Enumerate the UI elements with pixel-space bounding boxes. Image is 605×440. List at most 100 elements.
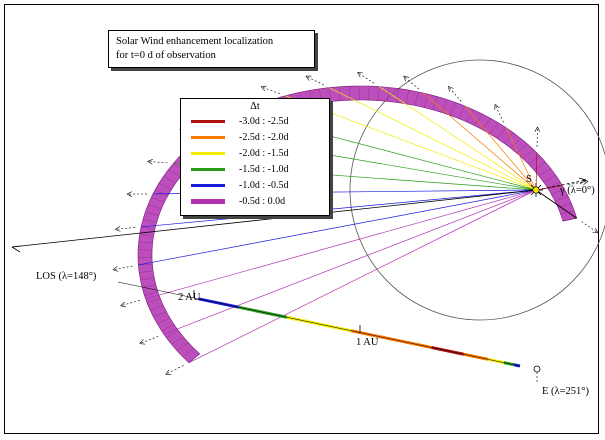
title-line-2: for t=0 d of observation — [116, 50, 216, 61]
band-hatch — [151, 197, 165, 203]
band-hatch — [405, 90, 410, 104]
band-hatch — [168, 169, 181, 178]
ray-arrowhead — [357, 72, 364, 78]
ray-arrowhead — [147, 159, 153, 165]
legend-label: -2.0d : -1.5d — [239, 148, 289, 159]
band-hatch — [368, 86, 370, 101]
band-hatch — [171, 336, 184, 345]
sun-label: S — [526, 174, 532, 185]
ray-line-boundary — [535, 189, 577, 219]
legend-swatch — [191, 184, 225, 187]
legend-label: -1.5d : -1.0d — [239, 164, 289, 175]
ray-arrowhead — [120, 301, 127, 308]
band-hatch — [387, 87, 390, 102]
figure-frame — [4, 4, 599, 434]
ray-line — [145, 189, 537, 300]
ray-line — [328, 87, 537, 191]
band-hatch — [441, 99, 448, 113]
band-hatch — [182, 348, 195, 357]
band-hatch — [510, 138, 521, 149]
band-hatch — [474, 113, 483, 126]
ray-line — [138, 189, 537, 266]
band-hatch — [141, 226, 155, 230]
band-hatch — [157, 318, 171, 325]
legend-row: -1.5d : -1.0d — [191, 162, 327, 178]
ray-line — [423, 92, 537, 191]
band-hatch — [562, 217, 577, 222]
legend-swatch — [191, 152, 225, 155]
band-hatch — [533, 162, 546, 171]
au-1-circle — [349, 59, 605, 321]
vernal-direction-line — [541, 179, 587, 190]
sun-icon — [529, 183, 543, 197]
legend: Δt -3.0d : -2.5d -2.5d : -2.0d -2.0d : -… — [180, 98, 330, 216]
band-hatch — [158, 183, 172, 190]
au-1-label: 1 AU — [356, 337, 379, 348]
ray-arrowhead — [534, 126, 541, 133]
ray-extension — [115, 227, 136, 230]
los-line — [11, 189, 537, 248]
ray-extension — [403, 75, 420, 90]
ray-arrowhead — [139, 339, 146, 345]
legend-label: -3.0d : -2.5d — [239, 116, 289, 127]
band-texture — [138, 86, 577, 363]
band-hatch — [144, 291, 158, 296]
band-hatch — [554, 196, 569, 202]
earth-label: E (λ=251°) — [542, 386, 589, 397]
ray-arrowhead — [447, 85, 454, 92]
ray-arrowhead — [115, 226, 121, 232]
ray-extension — [448, 86, 462, 102]
ray-line — [505, 127, 537, 191]
band-hatch — [496, 127, 507, 139]
ray-line — [188, 189, 537, 364]
band-hatch — [166, 330, 179, 338]
au-2-label: 2 AU — [178, 292, 201, 303]
band-hatch — [449, 102, 457, 116]
ray-arrowhead — [494, 104, 500, 110]
los-arrowhead — [11, 245, 22, 253]
band-hatch — [148, 204, 162, 210]
band-hatch — [149, 305, 164, 310]
band-hatch — [522, 149, 534, 159]
earth-marker — [533, 365, 541, 373]
band-hatch — [139, 234, 154, 237]
band-hatch — [139, 270, 154, 273]
band-hatch — [414, 91, 419, 106]
ray-extension — [568, 181, 589, 185]
vernal-arrowhead — [578, 177, 587, 185]
band-hatch — [138, 241, 153, 244]
band-hatch — [458, 106, 466, 119]
ray-arrowhead — [305, 75, 312, 81]
ray-arrowhead — [403, 75, 410, 82]
legend-title: Δt — [250, 101, 260, 112]
ray-extension — [305, 75, 324, 86]
band-hatch — [338, 86, 341, 101]
band-hatch — [560, 210, 575, 215]
legend-row: -2.5d : -2.0d — [191, 130, 327, 146]
band-hatch — [328, 87, 332, 102]
band-hatch — [538, 168, 551, 176]
band-hatch — [503, 132, 514, 144]
ray-arrowhead — [592, 227, 599, 234]
vernal-equinox-label: γ (λ=0°) — [560, 185, 595, 196]
band-hatch — [396, 88, 400, 103]
band-hatch — [142, 219, 157, 223]
band-hatch — [154, 190, 168, 196]
legend-swatch — [191, 168, 225, 171]
ray-extension — [581, 221, 599, 234]
ray-arrowhead — [112, 266, 119, 272]
ray-extension — [260, 86, 280, 94]
ray-arrowhead — [126, 191, 133, 197]
band-hatch — [528, 155, 540, 165]
legend-swatch — [191, 199, 225, 204]
title-line-1: Solar Wind enhancement localization — [116, 36, 274, 47]
legend-label: -1.0d : -0.5d — [239, 180, 289, 191]
band-hatch — [188, 353, 200, 363]
ray-line — [464, 105, 537, 191]
band-hatch — [377, 86, 380, 101]
los-label: LOS (λ=148°) — [36, 271, 97, 282]
band-hatch — [142, 284, 156, 288]
ray-extension — [357, 72, 375, 84]
